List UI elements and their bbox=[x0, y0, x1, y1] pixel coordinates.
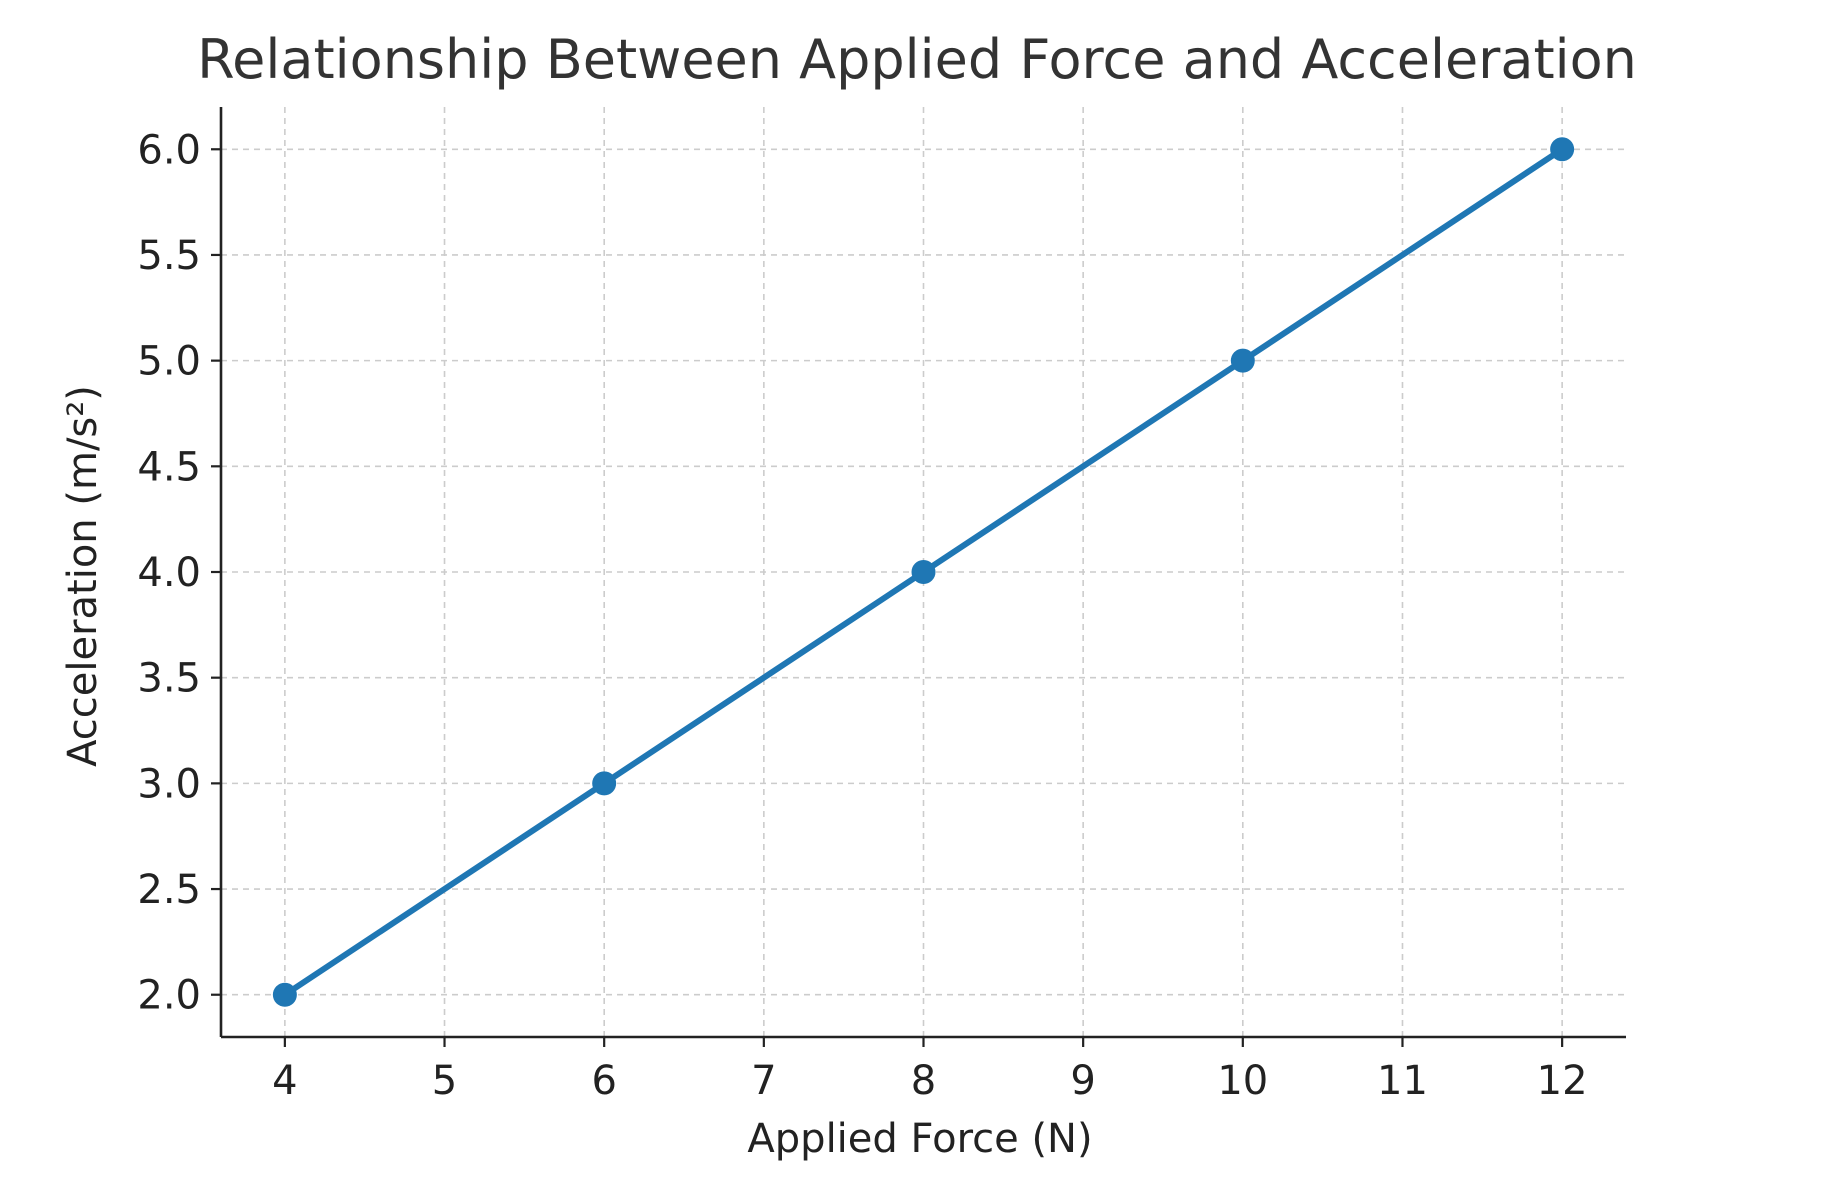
x-tick-label: 8 bbox=[911, 1058, 936, 1104]
x-tick-label: 5 bbox=[432, 1058, 457, 1104]
x-tick-label: 7 bbox=[751, 1058, 776, 1104]
x-tick-label: 10 bbox=[1217, 1058, 1268, 1104]
y-tick-label: 3.0 bbox=[137, 761, 201, 807]
y-tick-label: 5.0 bbox=[137, 339, 201, 385]
y-axis-label: Acceleration (m/s²) bbox=[60, 385, 106, 767]
y-tick-label: 4.5 bbox=[137, 444, 201, 490]
data-point bbox=[1550, 137, 1575, 162]
y-tick-label: 6.0 bbox=[137, 127, 201, 173]
y-tick-label: 2.0 bbox=[137, 973, 201, 1019]
data-point bbox=[1230, 348, 1255, 373]
x-tick-label: 6 bbox=[591, 1058, 616, 1104]
series-group bbox=[272, 137, 1575, 1007]
grid-lines bbox=[221, 107, 1626, 1037]
y-axis-ticks: 2.0 2.5 3.0 3.5 4.0 4.5 5.0 5.5 6.0 bbox=[137, 127, 221, 1019]
y-tick-label: 4.0 bbox=[137, 550, 201, 596]
x-axis-label: Applied Force (N) bbox=[747, 1116, 1092, 1162]
x-tick-label: 4 bbox=[272, 1058, 297, 1104]
x-tick-label: 9 bbox=[1070, 1058, 1095, 1104]
chart-title: Relationship Between Applied Force and A… bbox=[197, 28, 1637, 91]
x-axis-ticks: 4 5 6 7 8 9 10 11 12 bbox=[272, 1037, 1588, 1104]
y-tick-label: 3.5 bbox=[137, 656, 201, 702]
x-tick-label: 11 bbox=[1377, 1058, 1428, 1104]
y-tick-label: 5.5 bbox=[137, 233, 201, 279]
x-tick-label: 12 bbox=[1537, 1058, 1588, 1104]
data-point bbox=[911, 560, 936, 584]
y-tick-label: 2.5 bbox=[137, 867, 201, 913]
data-point bbox=[272, 982, 297, 1007]
data-point bbox=[592, 771, 617, 796]
